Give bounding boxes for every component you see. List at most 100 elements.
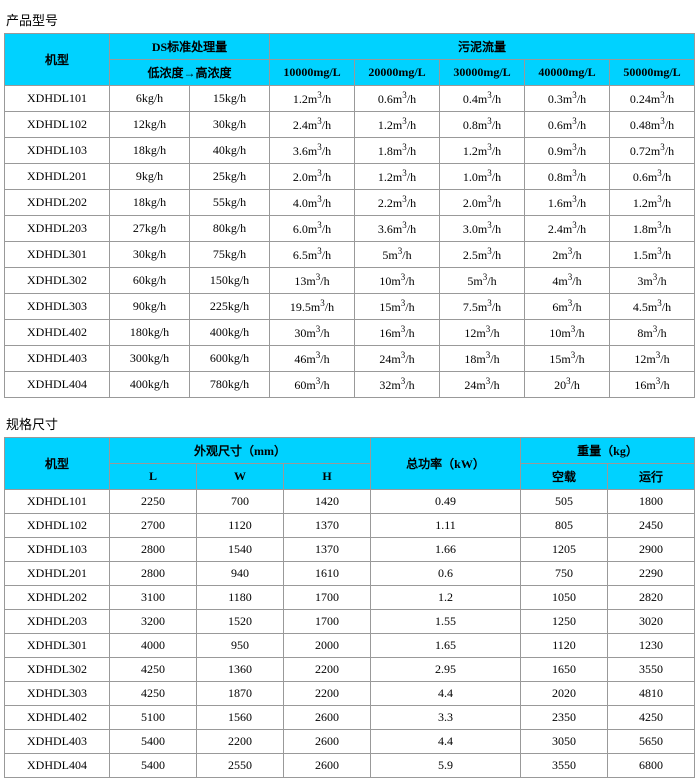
cell: XDHDL102 [5, 514, 110, 538]
cell: 15m3/h [355, 294, 440, 320]
cell: 4m3/h [525, 268, 610, 294]
cell: 5.9 [371, 754, 521, 778]
cell: 1050 [521, 586, 608, 610]
cell: 5400 [110, 730, 197, 754]
cell: 75kg/h [190, 242, 270, 268]
cell: 60kg/h [110, 268, 190, 294]
cell: 2290 [608, 562, 695, 586]
cell: 6kg/h [110, 86, 190, 112]
cell: 1.0m3/h [440, 164, 525, 190]
cell: XDHDL201 [5, 164, 110, 190]
cell: XDHDL302 [5, 268, 110, 294]
cell: 1.2m3/h [610, 190, 695, 216]
table-row: XDHDL4045400255026005.935506800 [5, 754, 695, 778]
cell: 4000 [110, 634, 197, 658]
col-flow-2: 30000mg/L [440, 60, 525, 86]
cell: 15m3/h [525, 346, 610, 372]
cell: 1.11 [371, 514, 521, 538]
table-row: XDHDL30260kg/h150kg/h13m3/h10m3/h5m3/h4m… [5, 268, 695, 294]
cell: 4.0m3/h [270, 190, 355, 216]
cell: 2.0m3/h [440, 190, 525, 216]
cell: 90kg/h [110, 294, 190, 320]
cell: 950 [197, 634, 284, 658]
col-flow-0: 10000mg/L [270, 60, 355, 86]
cell: 1.6m3/h [525, 190, 610, 216]
cell: 4250 [110, 682, 197, 706]
cell: 2900 [608, 538, 695, 562]
cell: 1610 [284, 562, 371, 586]
cell: 3.6m3/h [355, 216, 440, 242]
cell: 1250 [521, 610, 608, 634]
cell: 1800 [608, 490, 695, 514]
cell: 1700 [284, 610, 371, 634]
cell: 27kg/h [110, 216, 190, 242]
cell: 1.65 [371, 634, 521, 658]
cell: XDHDL302 [5, 658, 110, 682]
cell: 400kg/h [190, 320, 270, 346]
col2-model: 机型 [5, 438, 110, 490]
cell: 4250 [110, 658, 197, 682]
table-row: XDHDL2019kg/h25kg/h2.0m3/h1.2m3/h1.0m3/h… [5, 164, 695, 190]
cell: 1180 [197, 586, 284, 610]
cell: 0.6m3/h [610, 164, 695, 190]
cell: 0.6m3/h [525, 112, 610, 138]
table-row: XDHDL101225070014200.495051800 [5, 490, 695, 514]
cell: 1.5m3/h [610, 242, 695, 268]
table-row: XDHDL20218kg/h55kg/h4.0m3/h2.2m3/h2.0m3/… [5, 190, 695, 216]
cell: 203/h [525, 372, 610, 398]
table-row: XDHDL404400kg/h780kg/h60m3/h32m3/h24m3/h… [5, 372, 695, 398]
cell: 55kg/h [190, 190, 270, 216]
cell: 32m3/h [355, 372, 440, 398]
cell: 30kg/h [110, 242, 190, 268]
cell: 940 [197, 562, 284, 586]
table-row: XDHDL1016kg/h15kg/h1.2m3/h0.6m3/h0.4m3/h… [5, 86, 695, 112]
col2-weight-0: 空载 [521, 464, 608, 490]
cell: 2.4m3/h [525, 216, 610, 242]
cell: 1205 [521, 538, 608, 562]
cell: XDHDL102 [5, 112, 110, 138]
col2-dim-l: L [110, 464, 197, 490]
col-flow-3: 40000mg/L [525, 60, 610, 86]
cell: XDHDL103 [5, 138, 110, 164]
cell: 18kg/h [110, 138, 190, 164]
table-row: XDHDL301400095020001.6511201230 [5, 634, 695, 658]
cell: 2.4m3/h [270, 112, 355, 138]
cell: 2.5m3/h [440, 242, 525, 268]
cell: 2600 [284, 706, 371, 730]
cell: 3200 [110, 610, 197, 634]
cell: 1.8m3/h [610, 216, 695, 242]
cell: 1.2m3/h [270, 86, 355, 112]
col-ds-group: DS标准处理量 [110, 34, 270, 60]
cell: 780kg/h [190, 372, 270, 398]
cell: 1700 [284, 586, 371, 610]
cell: 0.9m3/h [525, 138, 610, 164]
cell: 805 [521, 514, 608, 538]
cell: 4810 [608, 682, 695, 706]
cell: 24m3/h [440, 372, 525, 398]
cell: 6m3/h [525, 294, 610, 320]
cell: XDHDL301 [5, 242, 110, 268]
cell: 150kg/h [190, 268, 270, 294]
cell: 4.5m3/h [610, 294, 695, 320]
cell: XDHDL402 [5, 706, 110, 730]
cell: 30kg/h [190, 112, 270, 138]
table-row: XDHDL201280094016100.67502290 [5, 562, 695, 586]
cell: 5650 [608, 730, 695, 754]
table-row: XDHDL1022700112013701.118052450 [5, 514, 695, 538]
col2-weight-1: 运行 [608, 464, 695, 490]
cell: 505 [521, 490, 608, 514]
table-row: XDHDL1032800154013701.6612052900 [5, 538, 695, 562]
spec-dimensions-table: 机型 外观尺寸（mm） 总功率（kW） 重量（kg） L W H 空载 运行 X… [4, 437, 695, 778]
table-row: XDHDL30390kg/h225kg/h19.5m3/h15m3/h7.5m3… [5, 294, 695, 320]
table-row: XDHDL2023100118017001.210502820 [5, 586, 695, 610]
cell: 18m3/h [440, 346, 525, 372]
cell: 3050 [521, 730, 608, 754]
cell: 3.3 [371, 706, 521, 730]
cell: 60m3/h [270, 372, 355, 398]
cell: 2800 [110, 562, 197, 586]
cell: 7.5m3/h [440, 294, 525, 320]
col-flow-4: 50000mg/L [610, 60, 695, 86]
cell: 2000 [284, 634, 371, 658]
cell: XDHDL101 [5, 86, 110, 112]
cell: 12kg/h [110, 112, 190, 138]
